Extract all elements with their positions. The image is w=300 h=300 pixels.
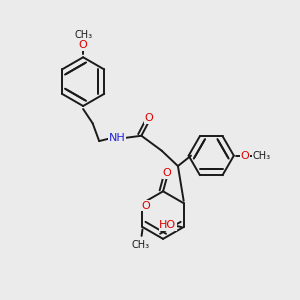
Text: CH₃: CH₃: [132, 240, 150, 250]
Text: O: O: [142, 201, 150, 211]
Text: HO: HO: [159, 220, 176, 230]
Text: CH₃: CH₃: [253, 151, 271, 160]
Text: O: O: [163, 168, 172, 178]
Text: O: O: [241, 151, 250, 160]
Text: CH₃: CH₃: [74, 30, 92, 40]
Text: O: O: [145, 113, 154, 124]
Text: O: O: [79, 40, 88, 50]
Text: NH: NH: [109, 133, 125, 143]
